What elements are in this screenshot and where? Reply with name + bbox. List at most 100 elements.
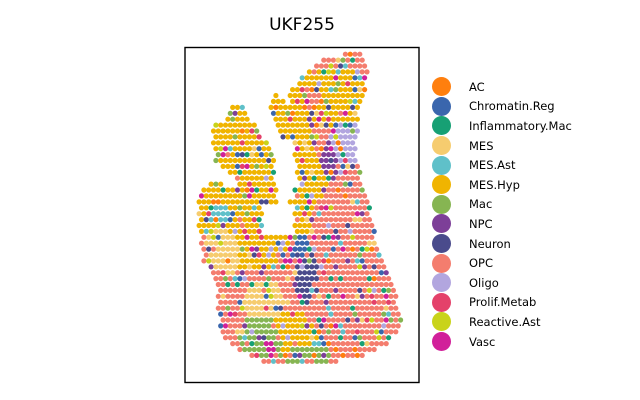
spot-mes <box>246 264 253 270</box>
spot-prolif-metab <box>239 140 245 146</box>
spot-opc <box>369 281 375 288</box>
spot-mes-hyp <box>232 205 238 211</box>
spot-opc <box>383 341 389 347</box>
legend-item: Mac <box>432 194 572 215</box>
legend-label: Vasc <box>469 334 496 349</box>
spot-neuron <box>306 281 312 288</box>
spot-opc <box>330 211 336 217</box>
spot-vasc <box>340 246 346 252</box>
spot-mes-hyp <box>297 163 303 169</box>
spot-prolif-metab <box>364 317 370 323</box>
spot-chromatin-reg <box>378 270 384 276</box>
spot-opc <box>234 317 241 323</box>
spot-mes-hyp <box>282 246 288 252</box>
spot-mes <box>230 234 236 240</box>
spot-mes-hyp <box>345 69 351 75</box>
spot-oligo <box>335 128 341 134</box>
spot-mac <box>357 335 363 341</box>
spot-oligo <box>316 81 322 87</box>
spot-opc <box>249 270 255 276</box>
spot-mes-hyp <box>311 187 317 193</box>
spot-mes-hyp <box>294 335 300 341</box>
spot-mes-hyp <box>314 181 320 187</box>
spot-oligo <box>338 169 344 175</box>
spot-ac <box>213 217 219 223</box>
spot-mac <box>309 346 315 353</box>
spot-opc <box>364 270 370 276</box>
spot-mes-hyp <box>270 193 277 199</box>
spot-mac <box>232 134 238 140</box>
spot-opc <box>364 222 370 229</box>
spot-opc <box>362 217 368 223</box>
spot-mes-hyp <box>256 240 262 246</box>
spot-opc <box>330 281 336 288</box>
spot-mes <box>246 287 253 293</box>
spot-opc <box>239 317 245 323</box>
spot-mes-hyp <box>292 211 298 217</box>
spot-mac <box>285 110 291 116</box>
spot-mes-hyp <box>323 75 329 81</box>
spot-opc <box>234 305 241 311</box>
spot-inflammatory-mac <box>270 169 277 175</box>
spot-mes-hyp <box>210 128 217 134</box>
spot-ac <box>338 146 344 152</box>
spot-mes <box>352 217 358 223</box>
legend-item: Vasc <box>432 332 572 352</box>
spot-opc <box>369 222 375 229</box>
spot-opc <box>201 234 207 240</box>
spot-mes-hyp <box>244 199 250 205</box>
spot-opc <box>328 240 334 246</box>
spot-inflammatory-mac <box>220 187 226 193</box>
spot-mes-hyp <box>309 157 315 164</box>
spot-opc <box>342 228 348 234</box>
spot-mes <box>232 264 238 270</box>
spot-mes <box>258 281 265 288</box>
spot-opc <box>239 281 245 288</box>
spot-mes-hyp <box>258 187 265 193</box>
spot-mes-hyp <box>330 81 336 87</box>
spot-ac <box>362 87 368 93</box>
spot-oligo <box>381 323 387 329</box>
spot-inflammatory-mac <box>359 246 365 252</box>
legend-label: Mac <box>469 197 493 212</box>
spot-mes-hyp <box>225 163 231 169</box>
legend-marker <box>432 234 451 254</box>
spot-mes-hyp <box>333 98 339 104</box>
spot-neuron <box>309 252 315 258</box>
spot-mes-hyp <box>297 211 303 217</box>
spot-mes-hyp <box>318 87 324 93</box>
spot-mac <box>256 346 262 353</box>
spot-mes-ast <box>239 104 245 110</box>
spot-opc <box>321 57 327 63</box>
spot-vasc <box>342 110 348 116</box>
spot-mes <box>278 293 284 299</box>
spot-reactive-ast <box>215 222 221 229</box>
spot-opc <box>342 346 348 353</box>
spot-mes-hyp <box>338 75 344 81</box>
spot-opc <box>376 264 382 270</box>
spot-mes-hyp <box>203 193 209 199</box>
spot-opc <box>316 152 322 158</box>
chart-title: UKF255 <box>269 15 335 35</box>
spot-opc <box>306 104 312 110</box>
spot-inflammatory-mac <box>256 217 262 223</box>
spot-mac <box>256 323 262 329</box>
spot-chromatin-reg <box>352 87 358 93</box>
spot-mac <box>292 234 298 240</box>
spot-mes-hyp <box>282 329 288 335</box>
spot-neuron <box>294 287 300 293</box>
spot-opc <box>369 258 375 264</box>
spot-reactive-ast <box>314 134 320 140</box>
spot-mes-hyp <box>306 222 312 229</box>
spot-npc <box>254 246 260 252</box>
spot-opc <box>378 305 384 311</box>
spot-mes-hyp <box>234 234 241 240</box>
spot-mes-hyp <box>249 175 255 181</box>
spot-mes-hyp <box>338 87 344 93</box>
spot-opc <box>328 217 334 223</box>
spot-opc <box>304 311 310 317</box>
spot-mac <box>342 181 348 187</box>
spot-mes <box>335 57 341 63</box>
spot-mes-hyp <box>251 240 257 246</box>
spot-mes-hyp <box>230 152 236 158</box>
